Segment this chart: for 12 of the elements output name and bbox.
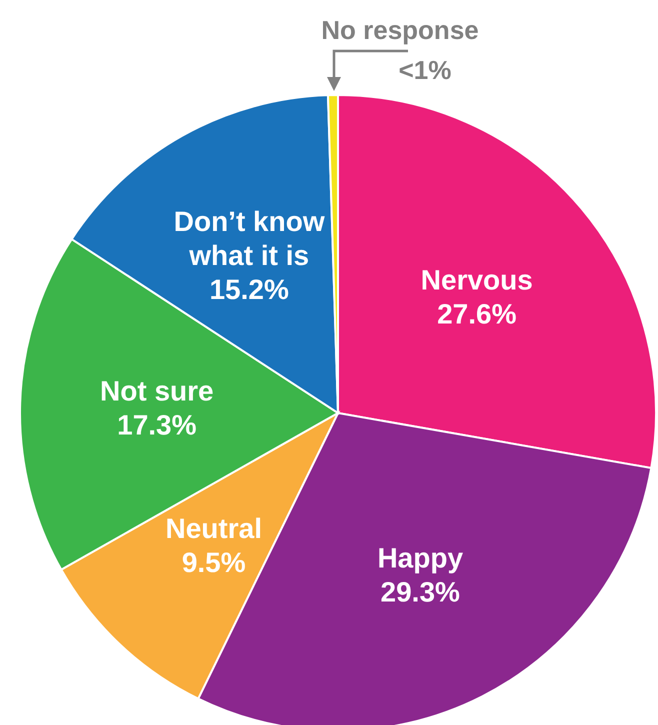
data-label: 9.5%: [182, 546, 246, 578]
slice-label: Not sure: [100, 375, 214, 406]
slice-label: Neutral: [166, 512, 262, 544]
data-label: 29.3%: [380, 576, 460, 608]
data-label: <1%: [398, 55, 452, 85]
data-label: 27.6%: [437, 298, 517, 330]
slice-label: Nervous: [420, 264, 533, 296]
slice-label: Happy: [377, 542, 464, 574]
data-label: 17.3%: [117, 409, 197, 440]
data-label: 15.2%: [209, 274, 289, 305]
slice-label: No response: [321, 15, 479, 45]
slice-label: Don’t know what it is: [174, 206, 325, 271]
